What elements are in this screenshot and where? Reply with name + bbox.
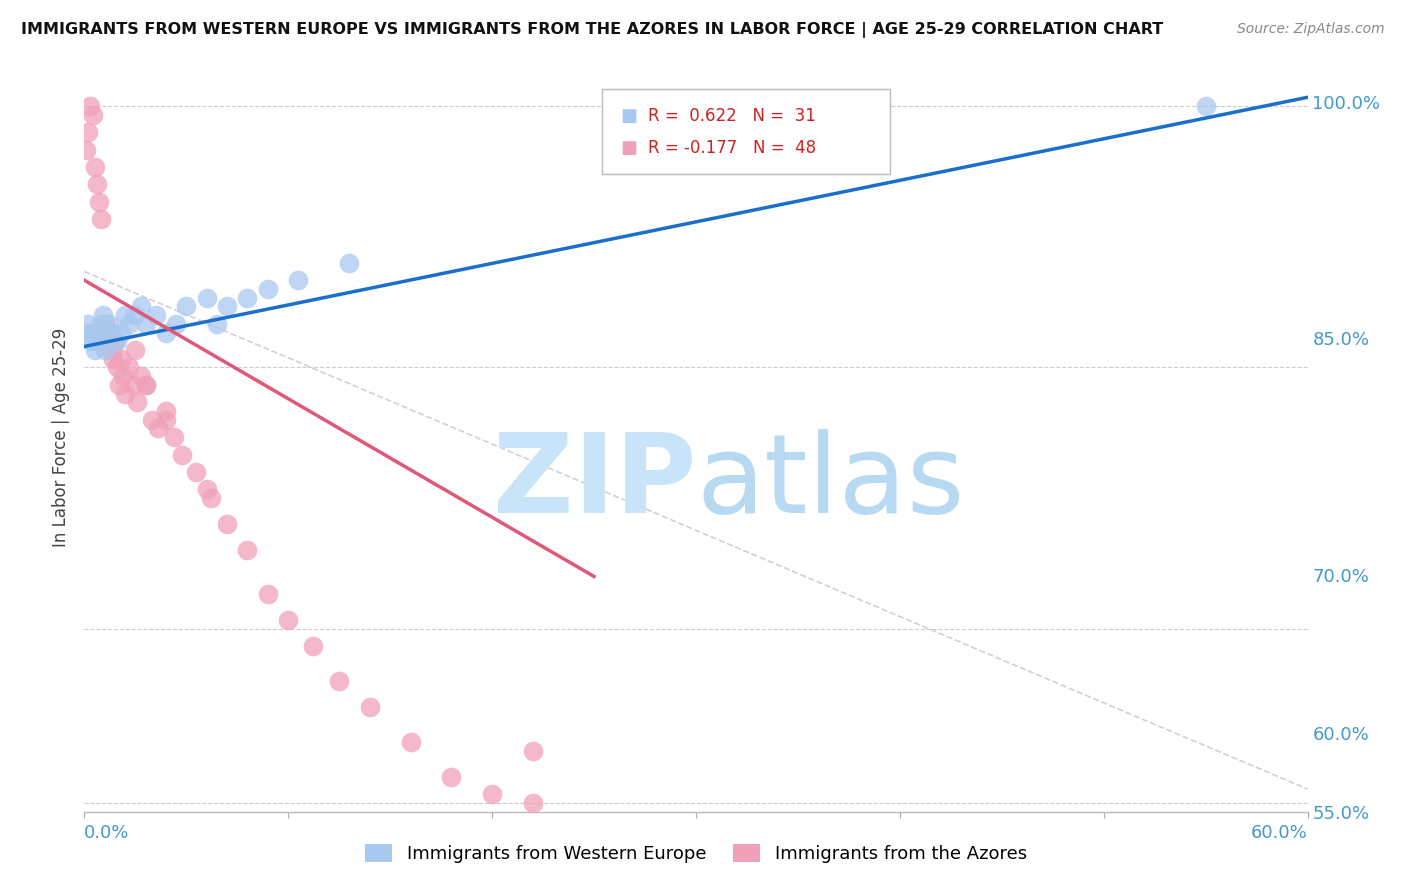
Point: [205, 317, 228, 331]
Point: [277, 613, 299, 627]
Point: [91, 326, 114, 340]
Point: [112, 369, 135, 384]
Point: [75, 143, 97, 157]
Point: [86, 334, 108, 349]
Point: [236, 291, 259, 305]
Point: [481, 787, 503, 801]
Point: [124, 343, 146, 357]
Point: [165, 317, 187, 331]
Point: [122, 377, 145, 392]
Point: [287, 273, 309, 287]
Text: 60.0%: 60.0%: [1251, 824, 1308, 842]
Point: [105, 334, 128, 349]
Point: [82, 108, 104, 122]
Point: [75, 326, 97, 340]
Point: [135, 377, 157, 392]
Point: [90, 317, 112, 331]
Point: [124, 308, 146, 322]
Text: ■: ■: [620, 139, 637, 157]
Point: [97, 317, 120, 331]
Point: [236, 543, 259, 558]
Point: [131, 299, 153, 313]
Point: [174, 299, 197, 313]
Point: [90, 212, 112, 227]
Point: [118, 360, 141, 375]
Point: [79, 334, 101, 349]
Point: [155, 326, 177, 340]
Point: [110, 351, 132, 366]
Point: [141, 412, 163, 426]
Point: [155, 404, 177, 418]
Point: [522, 744, 544, 758]
Text: Source: ZipAtlas.com: Source: ZipAtlas.com: [1237, 22, 1385, 37]
Point: [522, 796, 544, 810]
Point: [399, 735, 422, 749]
Point: [1195, 99, 1218, 113]
Point: [83, 160, 105, 174]
Point: [97, 326, 120, 340]
Point: [77, 317, 100, 331]
Point: [186, 465, 208, 479]
Point: [131, 369, 153, 384]
Y-axis label: In Labor Force | Age 25-29: In Labor Force | Age 25-29: [52, 327, 70, 547]
Point: [146, 421, 169, 435]
Text: IMMIGRANTS FROM WESTERN EUROPE VS IMMIGRANTS FROM THE AZORES IN LABOR FORCE | AG: IMMIGRANTS FROM WESTERN EUROPE VS IMMIGR…: [21, 22, 1163, 38]
Point: [83, 343, 105, 357]
Point: [195, 291, 218, 305]
Point: [86, 178, 108, 192]
Point: [440, 770, 463, 784]
Point: [104, 334, 127, 349]
Point: [135, 377, 157, 392]
Point: [110, 326, 132, 340]
Point: [301, 639, 323, 653]
Legend: Immigrants from Western Europe, Immigrants from the Azores: Immigrants from Western Europe, Immigran…: [359, 837, 1033, 870]
Point: [105, 360, 128, 375]
Point: [93, 343, 115, 357]
Point: [87, 194, 110, 209]
Point: [82, 326, 104, 340]
Point: [145, 308, 167, 322]
Point: [257, 282, 280, 296]
Point: [114, 308, 136, 322]
Point: [217, 517, 239, 532]
Point: [163, 430, 186, 444]
Text: 0.0%: 0.0%: [84, 824, 129, 842]
Point: [100, 343, 122, 357]
Point: [195, 483, 218, 497]
Point: [257, 587, 280, 601]
Point: [93, 317, 115, 331]
Point: [96, 334, 118, 349]
Point: [101, 351, 124, 366]
Point: [339, 256, 361, 270]
Text: ■: ■: [620, 107, 637, 126]
Point: [114, 386, 136, 401]
Text: R =  0.622   N =  31: R = 0.622 N = 31: [648, 107, 815, 126]
Point: [79, 99, 101, 113]
Point: [155, 412, 177, 426]
Point: [217, 299, 239, 313]
Point: [359, 700, 381, 714]
Text: R = -0.177   N =  48: R = -0.177 N = 48: [648, 139, 817, 157]
Point: [77, 125, 100, 139]
Point: [91, 308, 114, 322]
Text: atlas: atlas: [696, 428, 965, 535]
Point: [328, 673, 350, 688]
Point: [172, 448, 194, 462]
Point: [87, 326, 110, 340]
Point: [118, 317, 141, 331]
Point: [200, 491, 222, 505]
Point: [101, 326, 124, 340]
Text: ZIP: ZIP: [492, 428, 696, 535]
Point: [108, 377, 131, 392]
Point: [135, 317, 157, 331]
Point: [127, 395, 149, 409]
